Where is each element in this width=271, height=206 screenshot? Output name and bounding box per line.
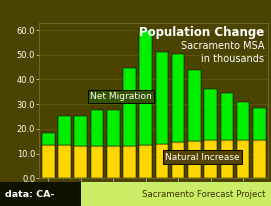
Bar [221,93,233,140]
Bar [91,146,103,178]
Bar [81,182,271,206]
Bar [107,110,120,146]
Text: in thousands: in thousands [201,54,264,63]
Bar [204,89,217,140]
Bar [42,132,54,145]
Bar [156,144,168,178]
Bar [237,140,249,178]
Bar [156,52,168,144]
Bar [139,145,152,178]
Text: Sacramento MSA: Sacramento MSA [181,41,264,51]
Bar [188,141,201,178]
Bar [237,102,249,140]
Bar [42,145,54,178]
Bar [74,146,87,178]
Bar [204,140,217,178]
Bar [123,146,136,178]
Bar [107,146,120,178]
Bar [221,140,233,178]
Bar [188,70,201,141]
Bar [253,140,266,178]
Bar [253,108,266,140]
Bar [58,145,71,178]
Bar [0,182,81,206]
Text: Net Migration: Net Migration [91,92,152,101]
Text: Natural Increase: Natural Increase [165,153,240,162]
Bar [58,116,71,145]
Text: Population Change: Population Change [139,26,264,39]
Text: Sacramento Forecast Project: Sacramento Forecast Project [142,190,266,199]
Bar [91,110,103,146]
Bar [139,30,152,145]
Bar [74,116,87,146]
Bar [123,68,136,146]
Text: data: CA-: data: CA- [5,190,55,199]
Bar [172,54,185,142]
Bar [172,142,185,178]
